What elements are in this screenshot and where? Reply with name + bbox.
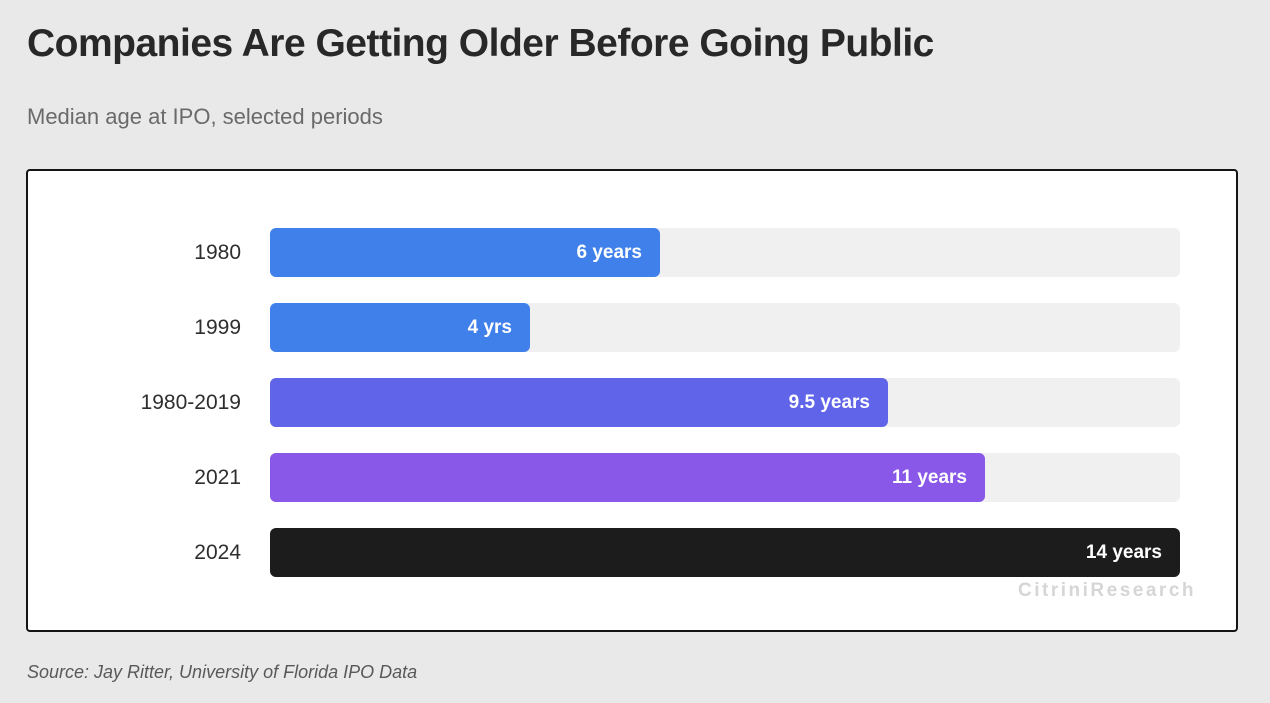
page-title: Companies Are Getting Older Before Going… xyxy=(27,22,934,65)
bar: 4 yrs xyxy=(270,303,530,352)
bar-value-label: 9.5 years xyxy=(788,391,870,413)
bar-value-label: 11 years xyxy=(891,466,967,488)
bar-value-label: 4 yrs xyxy=(467,316,512,338)
bar: 14 years xyxy=(270,528,1180,577)
chart-row: 1980 6 years xyxy=(28,228,1236,277)
bar-chart: 1980 6 years 1999 4 yrs 1980-2019 9.5 years 20… xyxy=(28,171,1236,630)
bar-track: 9.5 years xyxy=(270,378,1180,427)
bar-track: 6 years xyxy=(270,228,1180,277)
bar-value-label: 6 years xyxy=(576,241,642,263)
bar: 11 years xyxy=(270,453,985,502)
chart-row: 2021 11 years xyxy=(28,453,1236,502)
category-label: 2021 xyxy=(194,465,241,489)
category-label: 1980-2019 xyxy=(140,390,241,414)
chart-panel: 1980 6 years 1999 4 yrs 1980-2019 9.5 years 20… xyxy=(26,169,1238,632)
bar-track: 14 years xyxy=(270,528,1180,577)
category-label: 1999 xyxy=(194,315,241,339)
bar-track: 4 yrs xyxy=(270,303,1180,352)
category-label: 1980 xyxy=(194,240,241,264)
category-label: 2024 xyxy=(194,540,241,564)
watermark: CitriniResearch xyxy=(1018,580,1196,601)
bar-track: 11 years xyxy=(270,453,1180,502)
chart-row: 1980-2019 9.5 years xyxy=(28,378,1236,427)
source-note: Source: Jay Ritter, University of Florid… xyxy=(27,662,418,682)
chart-row: 1999 4 yrs xyxy=(28,303,1236,352)
page-subtitle: Median age at IPO, selected periods xyxy=(27,104,383,129)
bar: 6 years xyxy=(270,228,660,277)
chart-row: 2024 14 years xyxy=(28,528,1236,577)
bar-value-label: 14 years xyxy=(1085,541,1162,563)
bar: 9.5 years xyxy=(270,378,888,427)
